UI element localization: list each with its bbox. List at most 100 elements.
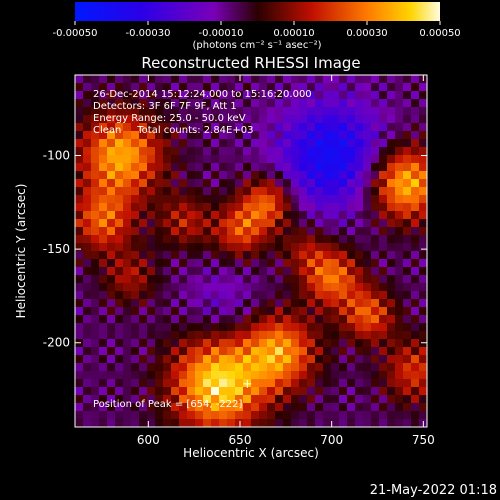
heatmap-cell	[339, 403, 348, 412]
heatmap-cell	[323, 283, 332, 292]
heatmap-cell	[219, 251, 228, 260]
heatmap-cell	[283, 299, 292, 308]
heatmap-cell	[379, 379, 388, 388]
heatmap-cell	[243, 259, 252, 268]
heatmap-cell	[299, 251, 308, 260]
heatmap-cell	[171, 123, 180, 132]
heatmap-cell	[379, 123, 388, 132]
heatmap-cell	[139, 227, 148, 236]
heatmap-cell	[203, 115, 212, 124]
heatmap-cell	[155, 75, 164, 84]
heatmap-cell	[203, 259, 212, 268]
heatmap-cell	[355, 147, 364, 156]
heatmap-cell	[163, 339, 172, 348]
heatmap-cell	[203, 355, 212, 364]
heatmap-cell	[347, 203, 356, 212]
heatmap-cell	[395, 419, 404, 427]
heatmap-cell	[139, 299, 148, 308]
heatmap-cell	[139, 419, 148, 427]
heatmap-cell	[339, 243, 348, 252]
heatmap-cell	[315, 387, 324, 396]
heatmap-cell	[251, 371, 260, 380]
heatmap-cell	[99, 195, 108, 204]
heatmap-cell	[75, 99, 84, 108]
heatmap-cell	[107, 99, 116, 108]
heatmap-cell	[75, 307, 84, 316]
heatmap-cell	[123, 211, 132, 220]
heatmap-cell	[243, 235, 252, 244]
heatmap-cell	[147, 123, 156, 132]
heatmap-cell	[267, 323, 276, 332]
heatmap-cell	[179, 267, 188, 276]
heatmap-cell	[75, 211, 84, 220]
heatmap-cell	[419, 411, 427, 420]
heatmap-cell	[99, 107, 108, 116]
heatmap-cell	[243, 267, 252, 276]
heatmap-cell	[355, 363, 364, 372]
heatmap-cell	[419, 171, 427, 180]
heatmap-cell	[163, 283, 172, 292]
heatmap-cell	[307, 147, 316, 156]
heatmap-cell	[355, 331, 364, 340]
heatmap-cell	[347, 387, 356, 396]
heatmap-cell	[171, 99, 180, 108]
heatmap-cell	[139, 203, 148, 212]
heatmap-cell	[331, 387, 340, 396]
heatmap-cell	[219, 123, 228, 132]
heatmap-cell	[267, 219, 276, 228]
heatmap-cell	[131, 219, 140, 228]
heatmap-cell	[219, 83, 228, 92]
heatmap-cell	[323, 123, 332, 132]
heatmap-cell	[107, 91, 116, 100]
heatmap-cell	[203, 403, 212, 412]
heatmap-cell	[203, 179, 212, 188]
heatmap-cell	[187, 371, 196, 380]
heatmap-cell	[75, 363, 84, 372]
heatmap-cell	[283, 267, 292, 276]
heatmap-cell	[363, 403, 372, 412]
heatmap-cell	[243, 243, 252, 252]
heatmap-cell	[163, 83, 172, 92]
heatmap-cell	[307, 307, 316, 316]
heatmap-cell	[371, 171, 380, 180]
heatmap-cell	[331, 115, 340, 124]
heatmap-cell	[259, 147, 268, 156]
heatmap-cell	[195, 139, 204, 148]
heatmap-cell	[267, 195, 276, 204]
heatmap-cell	[403, 299, 412, 308]
heatmap-cell	[403, 155, 412, 164]
heatmap-cell	[323, 323, 332, 332]
heatmap-cell	[227, 203, 236, 212]
heatmap-cell	[139, 195, 148, 204]
heatmap-cell	[395, 395, 404, 404]
heatmap-cell	[171, 147, 180, 156]
heatmap-cell	[339, 363, 348, 372]
heatmap-cell	[147, 355, 156, 364]
heatmap-cell	[299, 195, 308, 204]
heatmap-cell	[227, 131, 236, 140]
heatmap-cell	[147, 339, 156, 348]
heatmap-cell	[251, 123, 260, 132]
heatmap-cell	[275, 291, 284, 300]
heatmap-cell	[211, 179, 220, 188]
heatmap-cell	[187, 187, 196, 196]
heatmap-cell	[267, 139, 276, 148]
heatmap-cell	[195, 275, 204, 284]
footer-date: 21-May-2022 01:18	[370, 483, 497, 498]
heatmap-cell	[219, 307, 228, 316]
heatmap-cell	[131, 387, 140, 396]
heatmap-cell	[243, 363, 252, 372]
heatmap-cell	[411, 203, 420, 212]
heatmap-cell	[123, 347, 132, 356]
heatmap-cell	[299, 147, 308, 156]
heatmap-cell	[211, 307, 220, 316]
heatmap-cell	[243, 171, 252, 180]
heatmap-cell	[291, 259, 300, 268]
heatmap-cell	[347, 355, 356, 364]
heatmap-cell	[147, 195, 156, 204]
heatmap-cell	[411, 163, 420, 172]
heatmap-cell	[347, 315, 356, 324]
heatmap-cell	[251, 331, 260, 340]
heatmap-cell	[299, 219, 308, 228]
heatmap-cell	[203, 171, 212, 180]
